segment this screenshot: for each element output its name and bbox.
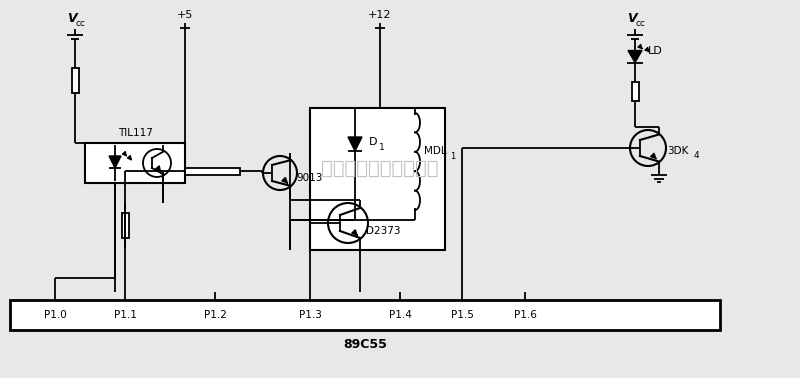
- Text: 1: 1: [450, 152, 456, 161]
- Text: P1.1: P1.1: [114, 310, 137, 320]
- Text: P1.5: P1.5: [450, 310, 474, 320]
- Bar: [10, 300, 720, 330]
- Bar: [186, 167, 240, 175]
- Polygon shape: [348, 137, 362, 151]
- Text: MDL: MDL: [424, 147, 446, 156]
- Text: P1.0: P1.0: [44, 310, 66, 320]
- Text: D2373: D2373: [366, 226, 400, 236]
- Text: +5: +5: [177, 10, 193, 20]
- Text: LD: LD: [648, 46, 662, 56]
- Bar: [71, 68, 78, 93]
- Text: V: V: [67, 12, 77, 25]
- Text: +12: +12: [368, 10, 392, 20]
- Bar: [631, 82, 638, 101]
- Bar: [85, 143, 185, 183]
- Text: 4: 4: [693, 150, 699, 160]
- Text: D: D: [369, 137, 378, 147]
- Polygon shape: [628, 51, 642, 62]
- Text: P1.6: P1.6: [514, 310, 537, 320]
- Text: TIL117: TIL117: [118, 128, 153, 138]
- Text: 杭州将富科技有限公司: 杭州将富科技有限公司: [322, 158, 438, 178]
- Text: cc: cc: [76, 19, 86, 28]
- Text: 89C55: 89C55: [343, 339, 387, 352]
- Text: P1.2: P1.2: [203, 310, 226, 320]
- Text: 3DK: 3DK: [667, 146, 689, 156]
- Text: 9013: 9013: [297, 173, 323, 183]
- Polygon shape: [109, 156, 121, 168]
- Text: 1: 1: [379, 143, 385, 152]
- Bar: [122, 213, 129, 238]
- Text: V: V: [627, 12, 637, 25]
- Text: P1.4: P1.4: [389, 310, 411, 320]
- Bar: [310, 108, 445, 250]
- Text: cc: cc: [636, 19, 646, 28]
- Text: P1.3: P1.3: [298, 310, 322, 320]
